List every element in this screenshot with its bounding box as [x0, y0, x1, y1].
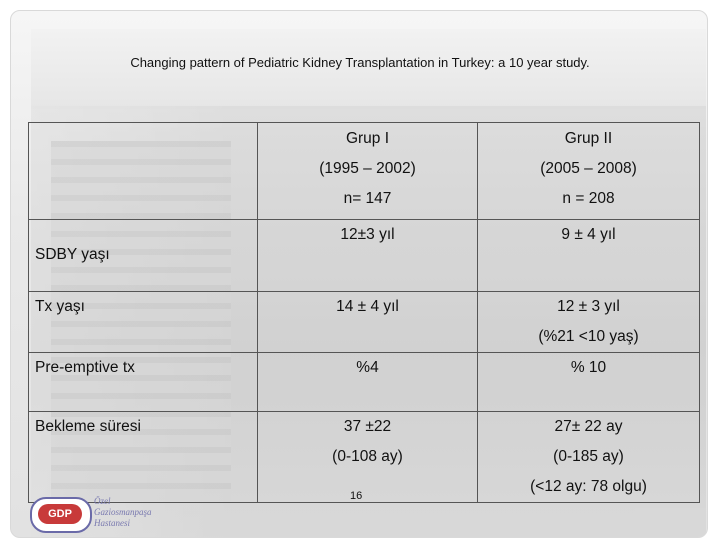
table-row: Bekleme süresi 37 ±22 (0-108 ay) 27± 22 …	[28, 411, 700, 503]
logo-badge-text: GDP	[38, 504, 82, 524]
row-label: Tx yaşı	[28, 291, 258, 353]
cell-line: (0-108 ay)	[332, 448, 403, 465]
logo-badge-icon: GDP	[30, 497, 92, 533]
row-label: SDBY yaşı	[28, 219, 258, 292]
header-group-1-line: (1995 – 2002)	[319, 160, 416, 177]
group-2-cell: 9 ± 4 yıl	[477, 219, 700, 292]
page-number: 16	[350, 490, 363, 502]
hospital-logo: GDP Özel Gaziosmanpaşa Hastanesi	[30, 495, 190, 535]
group-2-cell: 27± 22 ay (0-185 ay) (<12 ay: 78 olgu)	[477, 411, 700, 503]
row-label-text: Bekleme süresi	[35, 418, 141, 435]
cell-line: 12±3 yıl	[340, 226, 395, 243]
group-2-cell: % 10	[477, 352, 700, 412]
cell-line: %4	[356, 359, 379, 376]
cell-line: (<12 ay: 78 olgu)	[530, 478, 647, 495]
cell-line: 37 ±22	[343, 418, 392, 435]
slide-title: Changing pattern of Pediatric Kidney Tra…	[130, 55, 590, 70]
comparison-table: Grup I (1995 – 2002) n= 147 Grup II (200…	[28, 122, 700, 503]
header-empty-cell	[28, 122, 258, 220]
table-row: Pre-emptive tx %4 % 10	[28, 352, 700, 412]
row-label-text: Tx yaşı	[35, 298, 85, 315]
group-2-cell: 12 ± 3 yıl (%21 <10 yaş)	[477, 291, 700, 353]
row-label-text: Pre-emptive tx	[35, 359, 135, 376]
group-1-cell: 12±3 yıl	[257, 219, 478, 292]
logo-line: Özel	[94, 496, 111, 506]
table-header-row: Grup I (1995 – 2002) n= 147 Grup II (200…	[28, 122, 700, 220]
cell-line: (0-185 ay)	[553, 448, 624, 465]
header-group-2-line: (2005 – 2008)	[540, 160, 637, 177]
cell-line: 9 ± 4 yıl	[561, 226, 616, 243]
group-1-cell: 37 ±22 (0-108 ay)	[257, 411, 478, 503]
table-row: SDBY yaşı 12±3 yıl 9 ± 4 yıl	[28, 219, 700, 292]
row-label-text: SDBY yaşı	[35, 246, 110, 263]
header-group-2-line: n = 208	[562, 190, 615, 207]
cell-line: % 10	[570, 359, 607, 376]
header-group-1-line: n= 147	[343, 190, 392, 207]
row-label: Bekleme süresi	[28, 411, 258, 503]
header-group-2-line: Grup II	[564, 130, 613, 147]
cell-line: 27± 22 ay	[554, 418, 623, 435]
logo-text: Özel Gaziosmanpaşa Hastanesi	[94, 496, 152, 529]
cell-line: 14 ± 4 yıl	[336, 298, 399, 315]
logo-line: Hastanesi	[94, 518, 130, 528]
cell-line: (%21 <10 yaş)	[538, 328, 639, 345]
header-group-2: Grup II (2005 – 2008) n = 208	[477, 122, 700, 220]
header-group-1-line: Grup I	[345, 130, 390, 147]
logo-line: Gaziosmanpaşa	[94, 507, 152, 517]
title-band	[31, 29, 706, 109]
table-row: Tx yaşı 14 ± 4 yıl 12 ± 3 yıl (%21 <10 y…	[28, 291, 700, 353]
group-1-cell: %4	[257, 352, 478, 412]
header-group-1: Grup I (1995 – 2002) n= 147	[257, 122, 478, 220]
group-1-cell: 14 ± 4 yıl	[257, 291, 478, 353]
row-label: Pre-emptive tx	[28, 352, 258, 412]
cell-line: 12 ± 3 yıl	[557, 298, 620, 315]
